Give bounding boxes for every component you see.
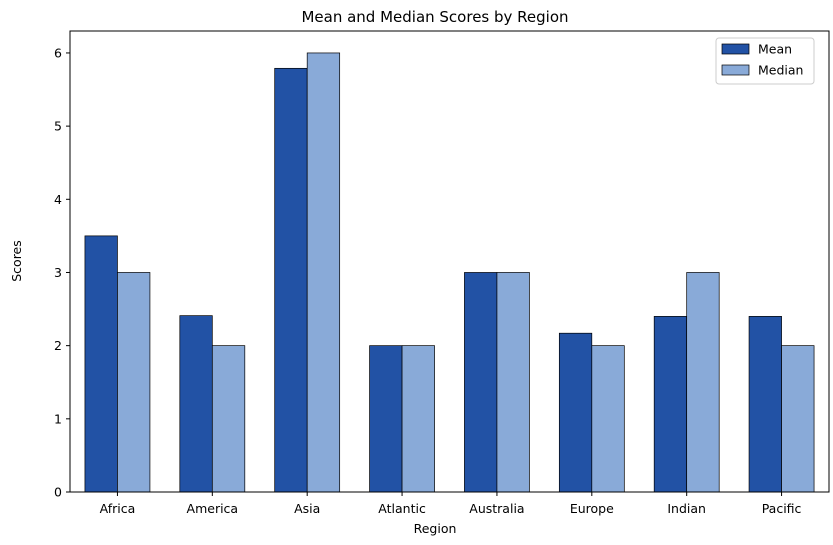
x-tick-label: Asia bbox=[294, 501, 320, 516]
bar-mean-asia bbox=[274, 67, 308, 493]
y-tick-label: 4 bbox=[54, 192, 62, 207]
plot-frame bbox=[69, 30, 830, 493]
bar-median-america bbox=[211, 345, 246, 493]
bar-median-asia bbox=[306, 52, 341, 493]
x-tick-label: Atlantic bbox=[378, 501, 426, 516]
y-tick-label: 5 bbox=[54, 119, 62, 134]
legend-label-mean: Mean bbox=[758, 42, 792, 57]
y-axis-label: Scores bbox=[9, 240, 24, 282]
x-tick-label: Pacific bbox=[762, 501, 802, 516]
bar-mean-australia bbox=[464, 272, 498, 493]
y-tick-label: 6 bbox=[54, 45, 62, 60]
bars-layer bbox=[84, 52, 815, 493]
bar-median-indian bbox=[686, 272, 720, 493]
legend-swatch-mean bbox=[721, 43, 750, 55]
bar-mean-america bbox=[179, 315, 213, 493]
bar-mean-pacific bbox=[748, 316, 782, 493]
y-tick-label: 3 bbox=[54, 265, 62, 280]
y-tick-label: 2 bbox=[54, 338, 62, 353]
legend-label-median: Median bbox=[758, 63, 803, 78]
bar-median-australia bbox=[496, 272, 530, 493]
x-axis: Africa America Asia Atlantic Australia Europe… bbox=[100, 492, 802, 516]
bar-mean-indian bbox=[653, 316, 688, 493]
legend-swatch-median bbox=[721, 64, 750, 76]
legend: Mean Median bbox=[715, 37, 815, 85]
bar-mean-africa bbox=[84, 235, 118, 493]
chart-title: Mean and Median Scores by Region bbox=[301, 8, 568, 26]
bar-median-atlantic bbox=[401, 345, 435, 493]
bar-median-africa bbox=[117, 272, 151, 493]
x-axis-label: Region bbox=[414, 521, 457, 536]
x-tick-label: Africa bbox=[100, 501, 136, 516]
bar-mean-europe bbox=[558, 332, 593, 493]
x-tick-label: Indian bbox=[667, 501, 706, 516]
x-tick-label: Europe bbox=[570, 501, 614, 516]
bar-mean-atlantic bbox=[369, 345, 403, 493]
y-tick-label: 0 bbox=[54, 485, 62, 500]
y-axis: 0 1 2 3 4 5 6 bbox=[54, 45, 70, 500]
x-tick-label: America bbox=[187, 501, 239, 516]
x-tick-label: Australia bbox=[469, 501, 524, 516]
y-tick-label: 1 bbox=[54, 411, 62, 426]
bar-median-pacific bbox=[781, 345, 815, 493]
bar-median-europe bbox=[591, 345, 625, 493]
